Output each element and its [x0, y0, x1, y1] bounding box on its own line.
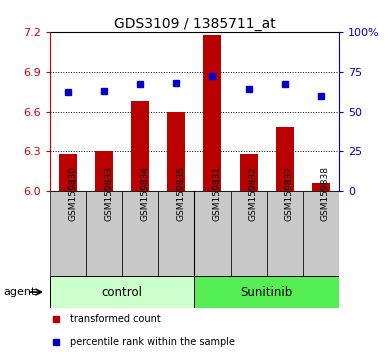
Bar: [276, 127, 294, 191]
Bar: [50, 276, 194, 308]
Text: GSM159831: GSM159831: [213, 166, 221, 221]
Text: GSM159830: GSM159830: [68, 166, 77, 221]
Text: GSM159833: GSM159833: [104, 166, 113, 221]
Text: GSM159835: GSM159835: [176, 166, 186, 221]
Bar: [158, 191, 194, 276]
Bar: [266, 191, 303, 276]
Text: GSM159834: GSM159834: [140, 166, 149, 221]
Bar: [239, 154, 258, 191]
Bar: [203, 35, 221, 191]
Bar: [122, 191, 158, 276]
Bar: [50, 191, 86, 276]
Bar: [194, 191, 231, 276]
Text: GSM159837: GSM159837: [285, 166, 294, 221]
Bar: [231, 191, 266, 276]
Text: agent: agent: [4, 287, 36, 297]
Title: GDS3109 / 1385711_at: GDS3109 / 1385711_at: [114, 17, 275, 31]
Bar: [95, 152, 113, 191]
Bar: [167, 112, 186, 191]
Bar: [303, 191, 339, 276]
Text: percentile rank within the sample: percentile rank within the sample: [70, 337, 235, 348]
Text: control: control: [102, 286, 143, 298]
Bar: [59, 154, 77, 191]
Bar: [194, 276, 339, 308]
Text: transformed count: transformed count: [70, 314, 161, 325]
Bar: [131, 101, 149, 191]
Text: GSM159838: GSM159838: [321, 166, 330, 221]
Text: GSM159832: GSM159832: [249, 166, 258, 221]
Text: Sunitinib: Sunitinib: [241, 286, 293, 298]
Bar: [86, 191, 122, 276]
Bar: [312, 183, 330, 191]
